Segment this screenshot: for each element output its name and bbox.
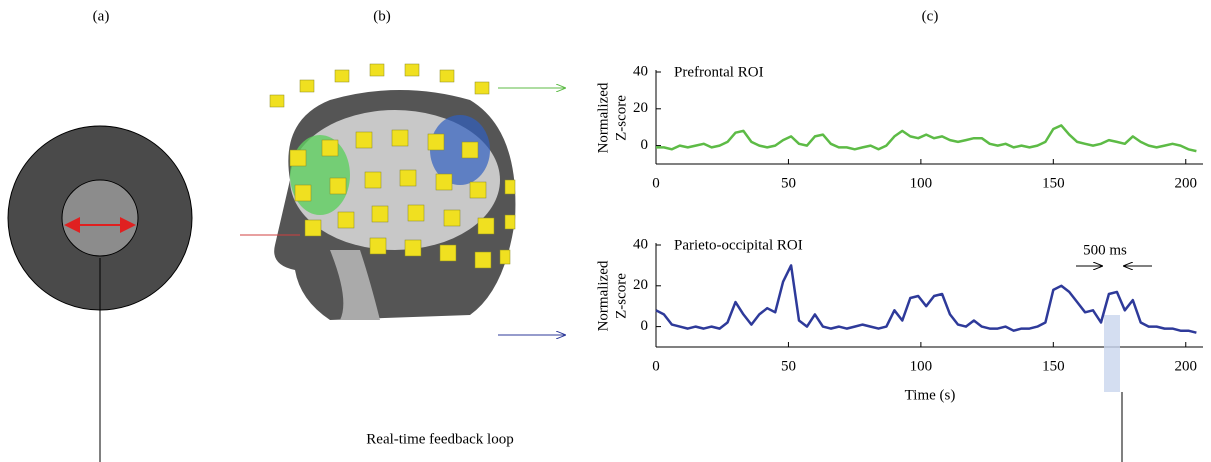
x-tick-label: 200	[1175, 175, 1198, 191]
panel-label: (b)	[373, 8, 391, 24]
y-tick-label: 0	[641, 137, 649, 153]
y-tick-label: 40	[633, 63, 648, 79]
y-axis-label: Z-score	[613, 95, 629, 141]
y-tick-label: 20	[633, 100, 648, 116]
x-tick-label: 150	[1042, 358, 1065, 374]
chart-title: Parieto-occipital ROI	[674, 237, 803, 253]
y-axis-label: Normalized	[595, 82, 611, 153]
y-axis-label: Z-score	[613, 273, 629, 319]
data-line	[656, 124, 1197, 153]
x-tick-label: 200	[1175, 358, 1198, 374]
y-tick-label: 20	[633, 277, 648, 293]
target-display	[7, 125, 193, 462]
data-line	[655, 264, 1197, 334]
highlight	[1104, 315, 1120, 392]
y-tick-label: 0	[641, 318, 649, 334]
y-axis-label: Normalized	[595, 260, 611, 331]
x-tick-label: 100	[910, 358, 933, 374]
panel-label: (c)	[922, 8, 939, 24]
panel-label: (a)	[93, 8, 110, 24]
chart-title: Prefrontal ROI	[674, 64, 764, 80]
annotation: 500 ms	[1083, 242, 1127, 258]
head-model	[240, 63, 516, 320]
x-tick-label: 100	[910, 175, 933, 191]
x-tick-label: 0	[652, 175, 660, 191]
caption: Real-time feedback loop	[366, 431, 513, 447]
x-tick-label: 0	[652, 358, 660, 374]
y-tick-label: 40	[633, 236, 648, 252]
x-tick-label: 50	[781, 358, 796, 374]
x-tick-label: 150	[1042, 175, 1065, 191]
x-axis-label: Time (s)	[905, 387, 956, 403]
x-tick-label: 50	[781, 175, 796, 191]
